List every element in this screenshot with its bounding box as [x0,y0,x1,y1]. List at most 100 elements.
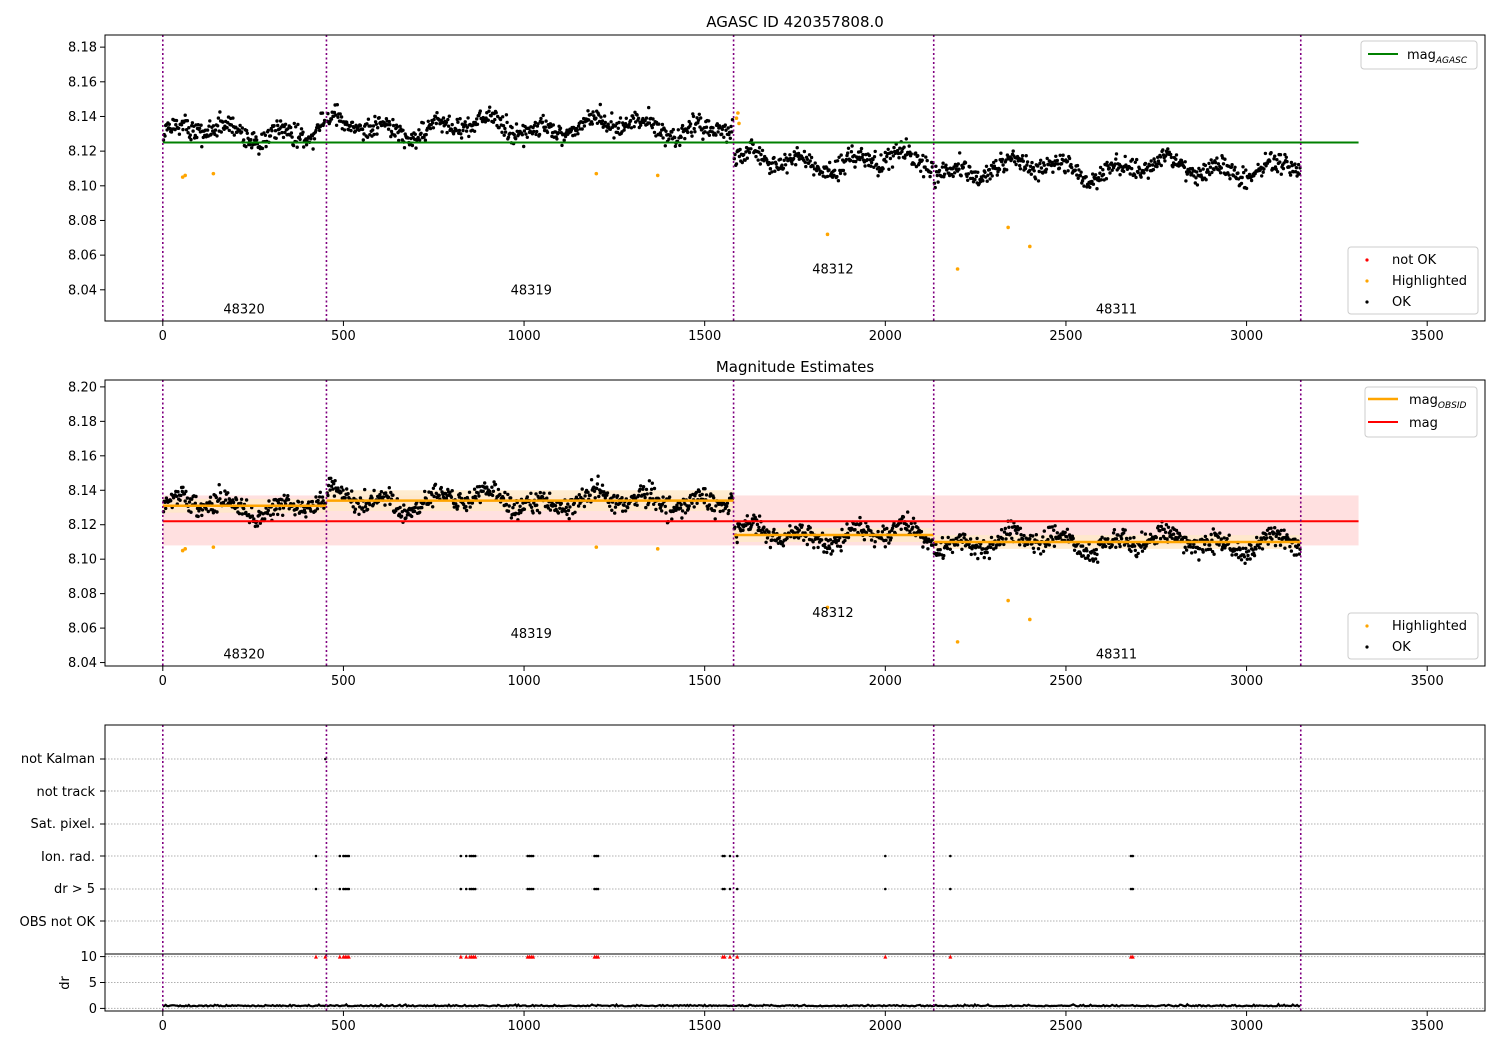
ok-point [1093,173,1098,177]
ok-point [176,490,180,494]
ok-point [697,489,701,494]
ok-point [398,124,402,128]
ok-point [1093,557,1098,561]
ok-point [923,165,927,169]
ok-point [1123,528,1127,532]
ok-point [802,149,807,154]
ok-point [268,513,273,517]
highlighted-point [736,111,740,115]
ok-point [280,498,284,502]
ok-point [1036,547,1041,551]
ok-point [869,538,874,542]
ok-point [244,144,248,149]
ok-point [244,498,249,502]
ok-point [1030,160,1034,165]
ok-point [686,130,690,135]
ok-point [678,143,682,148]
ok-point [645,492,649,496]
ok-point [754,154,758,159]
ok-point [911,525,915,529]
ok-point [588,493,592,497]
ok-point [406,136,410,140]
ok-point [467,490,472,494]
dr-line [162,1002,1301,1008]
panel2-legend-top: magOBSID mag [1364,386,1478,438]
ok-point [197,126,202,130]
ok-point [1227,533,1231,537]
ok-point [1238,547,1242,552]
ok-point [1156,524,1161,529]
ok-point [188,133,192,137]
ok-point [1018,526,1023,530]
x-tick-label: 0 [159,1019,167,1034]
ok-point [843,172,847,176]
ok-point [357,512,361,516]
obsid-label: 48312 [812,606,853,621]
ok-point [707,119,711,123]
ok-point [1004,158,1008,162]
ok-point [190,121,195,125]
ok-point [430,492,434,497]
ok-point [512,502,516,507]
ok-point [862,538,867,542]
ok-point [277,132,281,136]
ok-point [304,143,309,147]
ok-point [1229,165,1234,169]
ok-point [845,522,849,526]
ok-point [863,164,867,168]
ok-point [423,138,428,142]
ok-point [339,485,344,489]
ok-point [953,171,957,175]
ok-point [858,515,862,520]
ok-point [1248,557,1252,561]
ok-point [898,146,902,150]
ok-point [471,123,475,127]
ok-point [455,507,459,511]
ok-point [869,529,873,533]
ok-point [612,493,616,498]
ok-point [872,545,877,549]
ok-point [938,548,942,552]
panel3-frame [104,724,1486,1012]
ok-point [1136,551,1140,556]
ok-point [602,490,606,494]
ok-point [800,523,804,527]
ok-point [624,116,628,121]
ok-point [696,118,701,123]
ok-point [239,501,243,505]
ok-point [615,494,620,498]
ok-point [990,174,994,178]
ok-point [1071,536,1075,541]
ok-point [680,509,685,513]
ok-point [1107,166,1112,170]
ok-point [679,135,683,139]
highlighted-point [825,605,830,610]
ok-point [316,498,320,503]
ok-point [853,528,857,532]
ok-point [444,496,449,501]
ok-point [206,509,210,514]
ok-point [363,505,368,509]
ok-point [1039,552,1043,556]
ok-point [548,122,553,126]
ok-point [1260,174,1264,178]
ok-point [503,490,507,495]
ok-point [770,170,774,174]
ok-point [255,524,260,528]
ok-point [874,162,879,166]
ok-point [488,489,492,493]
ok-point [989,535,994,540]
x-tick-label: 2500 [1049,329,1082,344]
highlighted-point [734,116,739,120]
ok-point [464,129,469,133]
ok-point [760,148,765,153]
highlighted-point [180,548,185,553]
ok-point [859,146,864,151]
ok-point [556,131,561,135]
ok-point [965,174,969,179]
ok-point [213,128,218,132]
ok-point [310,499,315,504]
ok-point [1031,534,1035,538]
ok-point [652,122,656,127]
ok-point [1091,559,1096,563]
